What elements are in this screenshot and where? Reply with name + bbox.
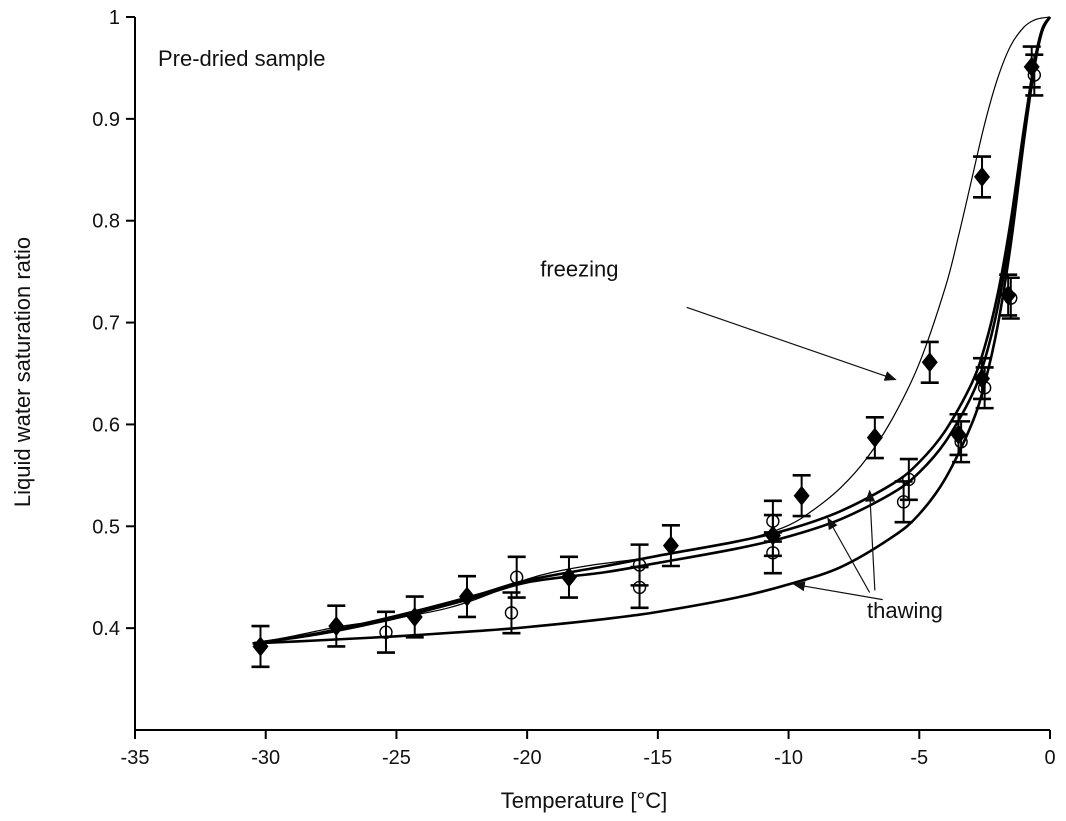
point-diamond-12 <box>974 368 991 389</box>
annotation-label-1: thawing <box>867 598 943 623</box>
point-circle-1 <box>504 606 519 620</box>
curve-thawing-upper <box>252 16 1052 645</box>
point-circle-6 <box>766 514 780 528</box>
point-circle-11 <box>1004 291 1018 305</box>
axes-layer: -35 -30 -25 -20 -15 -10 -5 0 0.4 0.5 0.6 0.7 0.8 0.9 1 <box>92 7 1055 769</box>
markers-layer <box>252 56 1042 657</box>
point-diamond-5 <box>662 535 679 556</box>
point-diamond-4 <box>560 567 577 588</box>
point-circle-10 <box>977 381 992 395</box>
x-tick-label-2: -25 <box>382 747 411 769</box>
curve-thawing-middle <box>252 16 1052 645</box>
point-diamond-2 <box>406 606 423 627</box>
x-tick-label-3: -20 <box>513 747 542 769</box>
annotation-label-0: freezing <box>540 257 618 282</box>
point-diamond-3 <box>459 586 476 607</box>
y-tick-label-0: 0.4 <box>92 618 120 640</box>
point-circle-5 <box>766 546 780 560</box>
point-circle-3 <box>632 580 647 595</box>
annotation-arrow-1-0 <box>792 581 883 601</box>
y-tick-label-2: 0.6 <box>92 414 120 436</box>
point-circle-12 <box>1027 68 1042 82</box>
errorbar-s1-p2 <box>507 555 526 599</box>
y-axis-title: Liquid water saturation ratio <box>10 237 35 507</box>
point-diamond-0 <box>252 636 269 657</box>
x-tick-label-4: -15 <box>643 747 672 769</box>
x-tick-label-1: -30 <box>251 747 280 769</box>
point-circle-9 <box>954 435 968 449</box>
x-tick-label-7: 0 <box>1044 747 1055 769</box>
point-circle-7 <box>896 495 911 509</box>
x-axis-title: Temperature [°C] <box>501 788 668 813</box>
point-diamond-8 <box>866 427 883 448</box>
point-diamond-10 <box>950 424 967 445</box>
point-diamond-1 <box>328 616 345 637</box>
curve-thawing-lower <box>252 16 1052 645</box>
y-tick-label-6: 1 <box>109 7 120 29</box>
point-circle-8 <box>902 472 916 487</box>
annotation-arrow-1-2 <box>865 489 876 591</box>
point-circle-2 <box>509 570 524 584</box>
point-diamond-7 <box>793 485 810 506</box>
annotation-arrow-0-0 <box>686 306 897 381</box>
curve-freezing <box>252 16 1051 645</box>
point-diamond-11 <box>974 166 991 187</box>
y-tick-label-3: 0.7 <box>92 313 120 335</box>
errorbars-layer <box>251 45 1044 669</box>
x-tick-label-0: -35 <box>121 747 150 769</box>
point-circle-0 <box>379 625 393 639</box>
point-diamond-14 <box>1023 56 1040 77</box>
y-tick-label-5: 0.9 <box>92 109 120 131</box>
errorbar-s1-p0 <box>376 610 395 654</box>
point-circle-4 <box>632 558 647 572</box>
point-diamond-9 <box>921 352 938 373</box>
y-tick-label-4: 0.8 <box>92 211 120 233</box>
sample-annotation: Pre-dried sample <box>158 46 326 71</box>
y-tick-label-1: 0.5 <box>92 516 120 538</box>
annotation-layer: Pre-dried sample freezing thawing <box>158 46 943 623</box>
curves-layer <box>252 16 1052 645</box>
point-diamond-6 <box>764 525 781 546</box>
x-tick-label-5: -10 <box>774 747 803 769</box>
x-tick-label-6: -5 <box>910 747 928 769</box>
annotation-arrow-1-1 <box>827 517 871 593</box>
point-diamond-13 <box>1000 285 1017 306</box>
